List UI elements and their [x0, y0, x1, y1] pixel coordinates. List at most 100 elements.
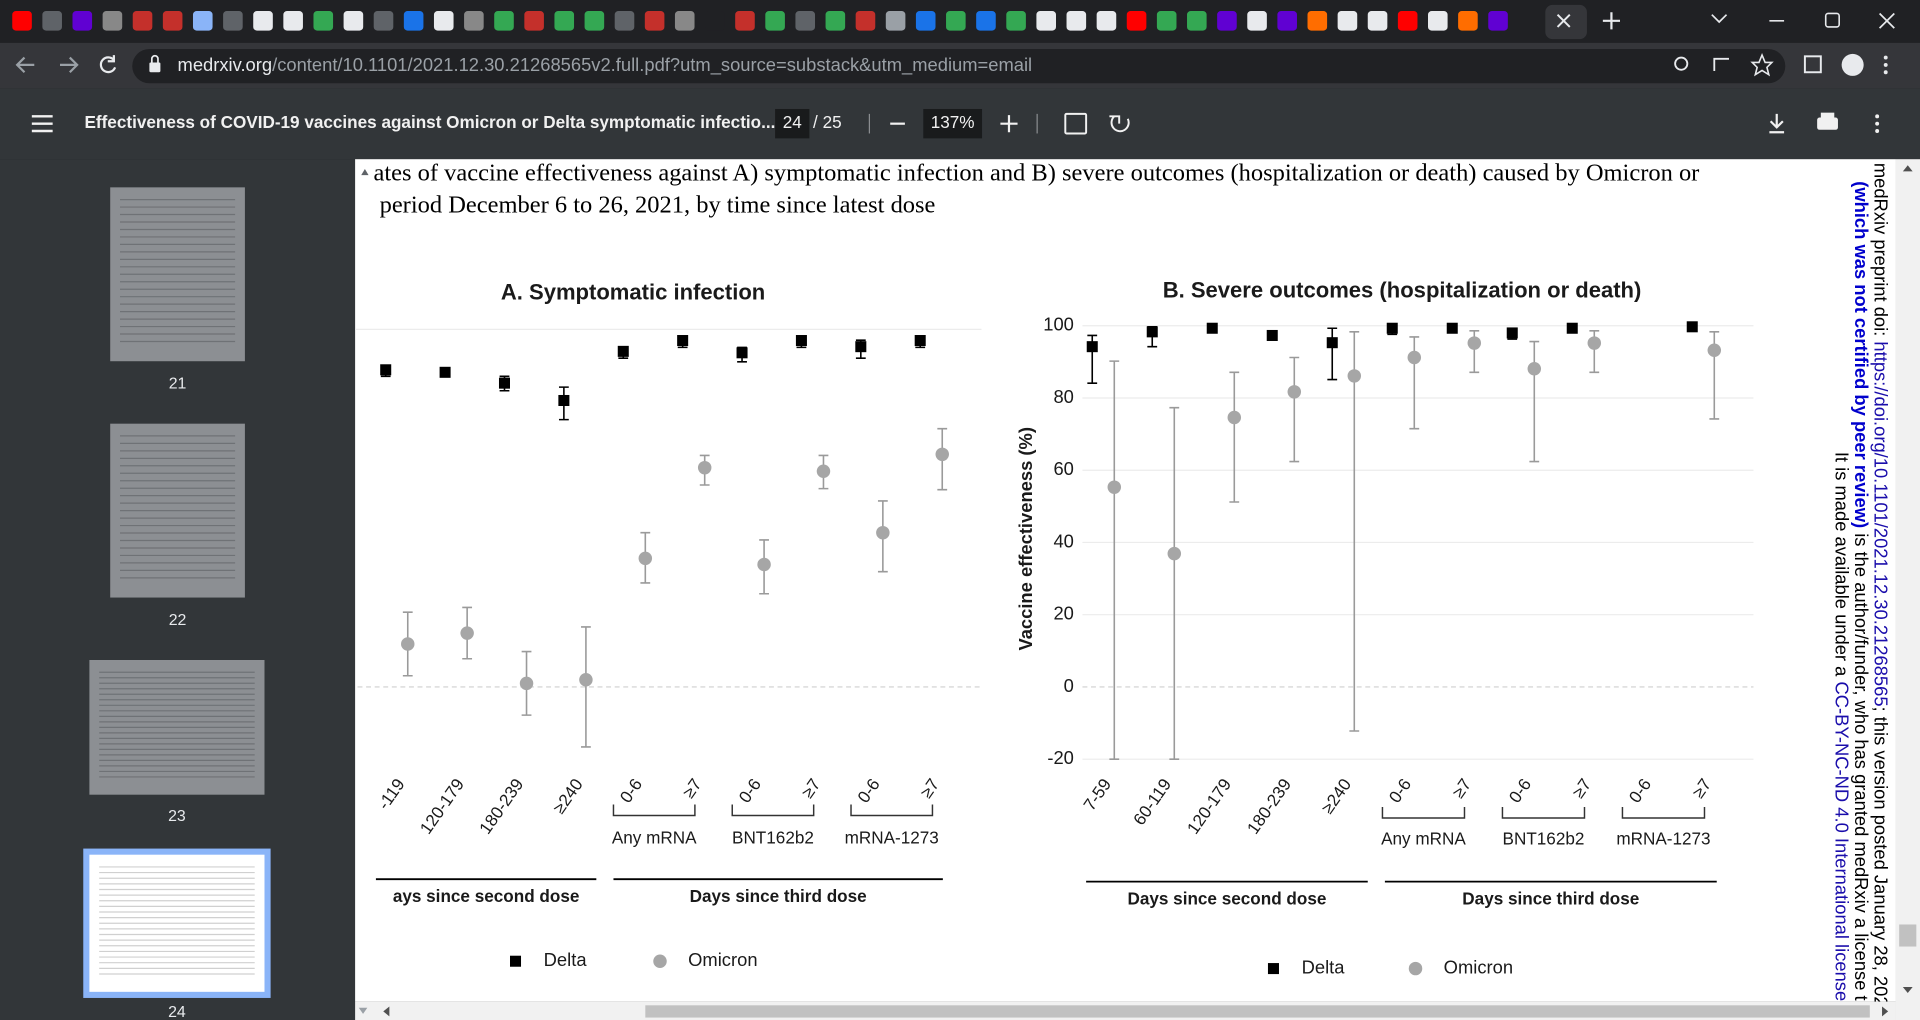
tab-favicon[interactable] [976, 11, 996, 31]
tab-favicon[interactable] [825, 11, 846, 31]
tab-favicon[interactable] [735, 11, 755, 31]
tab-favicon[interactable] [1006, 11, 1026, 31]
tab-favicon[interactable] [464, 11, 484, 31]
vertical-scrollbar [1895, 159, 1920, 1020]
restore[interactable] [1824, 12, 1840, 28]
tab-favicon[interactable] [1187, 11, 1207, 31]
tab-favicon[interactable] [433, 11, 454, 31]
url[interactable]: medrxiv.org/content/10.1101/2021.12.30.2… [178, 54, 1033, 76]
fit-page[interactable] [1064, 112, 1088, 135]
tab-favicon[interactable] [1307, 11, 1328, 31]
tab-favicon[interactable] [765, 11, 785, 31]
tab-favicon[interactable] [1397, 11, 1418, 31]
reload[interactable] [99, 55, 117, 74]
tab-favicon[interactable] [1217, 11, 1237, 31]
close-window[interactable] [1878, 12, 1895, 29]
tab-favicon[interactable] [1096, 11, 1117, 31]
scroll-up[interactable] [1902, 165, 1913, 172]
license-link[interactable]: CC-BY-NC-ND 4.0 International license [1832, 681, 1853, 1001]
tab-favicon[interactable] [1367, 11, 1388, 31]
tab-favicon[interactable] [1337, 11, 1358, 31]
tab-favicon[interactable] [132, 11, 153, 31]
tab-favicon[interactable] [1126, 11, 1147, 31]
tab-favicon[interactable] [373, 11, 394, 31]
download[interactable] [1769, 113, 1785, 134]
profile[interactable] [1841, 53, 1864, 76]
tab-favicon[interactable] [705, 11, 725, 31]
tab-favicon[interactable] [313, 11, 334, 31]
menu-dot [1883, 70, 1888, 75]
tab-favicon[interactable] [1036, 11, 1056, 31]
scroll-right[interactable] [1882, 1006, 1889, 1017]
tab-favicon[interactable] [915, 11, 936, 31]
print[interactable] [1817, 117, 1838, 130]
tab-favicon[interactable] [524, 11, 544, 31]
page-input[interactable] [775, 108, 810, 139]
zoom-input[interactable] [923, 108, 983, 139]
side-note: medRxiv preprint doi: https://doi.org/10… [1871, 163, 1892, 1017]
menu-dot[interactable] [1883, 55, 1888, 60]
group-label: Any mRNA [1381, 829, 1466, 849]
error-bar [1109, 360, 1120, 760]
tab-favicon[interactable] [1277, 11, 1297, 31]
point [1506, 327, 1518, 339]
tab-favicon[interactable] [644, 11, 665, 31]
scroll-left[interactable] [383, 1006, 390, 1017]
sidebar-scroll-down[interactable] [358, 1007, 368, 1014]
omnibox[interactable] [132, 48, 1786, 84]
scroll-down[interactable] [1902, 986, 1913, 994]
tab-favicon[interactable] [12, 11, 32, 31]
caption-line: ates of vaccine effectiveness against A)… [373, 160, 1699, 187]
tab-favicon[interactable] [253, 11, 273, 31]
pdf-page [355, 159, 1896, 1002]
tab-favicon[interactable] [946, 11, 966, 31]
rotate[interactable] [1109, 115, 1130, 133]
legend-label: Omicron [1444, 956, 1513, 977]
tab-favicon[interactable] [1247, 11, 1267, 31]
group-bracket [850, 804, 934, 817]
bookmark-star[interactable] [1750, 53, 1774, 77]
tab-favicon[interactable] [223, 11, 243, 31]
tab-favicon[interactable] [674, 11, 695, 31]
tab-favicon[interactable] [795, 11, 816, 31]
print-top [1820, 112, 1835, 118]
scroll-thumb[interactable] [1899, 924, 1917, 947]
tab-favicon[interactable] [584, 11, 605, 31]
forward[interactable] [60, 56, 79, 74]
tab-favicon[interactable] [494, 11, 514, 31]
tab-favicon[interactable] [1458, 11, 1478, 31]
zoom-icon[interactable] [1674, 56, 1689, 71]
tab-favicon[interactable] [343, 11, 364, 31]
share-icon[interactable] [1713, 57, 1729, 72]
tab-favicon[interactable] [283, 11, 303, 31]
tab-close[interactable] [1556, 14, 1571, 28]
tab-favicon[interactable] [885, 11, 906, 31]
tab-favicon[interactable] [554, 11, 575, 31]
tab-favicon[interactable] [1488, 11, 1508, 31]
group-bracket [1381, 806, 1466, 819]
tab-favicon[interactable] [614, 11, 635, 31]
tab-favicon[interactable] [192, 11, 213, 31]
new-tab[interactable] [1602, 12, 1620, 30]
point [914, 335, 926, 347]
tab-favicon[interactable] [42, 11, 62, 31]
point [795, 335, 807, 347]
tab-search[interactable] [1711, 14, 1728, 24]
tab-favicon[interactable] [1066, 11, 1087, 31]
doi-link[interactable]: https://doi.org/10.1101/2021.12.30.21268… [1871, 341, 1892, 706]
hscroll-thumb[interactable] [645, 1005, 1870, 1018]
back[interactable] [15, 56, 35, 74]
pdf-menu[interactable] [31, 115, 53, 133]
zoom-in[interactable] [1000, 115, 1018, 133]
more-dot[interactable] [1875, 114, 1880, 119]
y-tick-label: 80 [1053, 386, 1073, 407]
tab-favicon[interactable] [855, 11, 876, 31]
tab-favicon[interactable] [102, 11, 123, 31]
tab-favicon[interactable] [162, 11, 183, 31]
side-panel[interactable] [1803, 55, 1822, 74]
tab-favicon[interactable] [72, 11, 93, 31]
tab-favicon[interactable] [1156, 11, 1177, 31]
tab-favicon[interactable] [1428, 11, 1448, 31]
tab-favicon[interactable] [403, 11, 424, 31]
lock-icon[interactable] [149, 62, 161, 73]
